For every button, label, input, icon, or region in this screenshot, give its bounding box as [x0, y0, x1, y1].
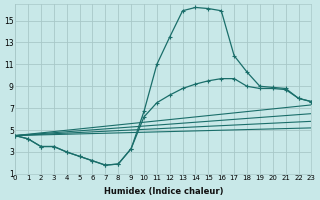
X-axis label: Humidex (Indice chaleur): Humidex (Indice chaleur)	[104, 187, 223, 196]
